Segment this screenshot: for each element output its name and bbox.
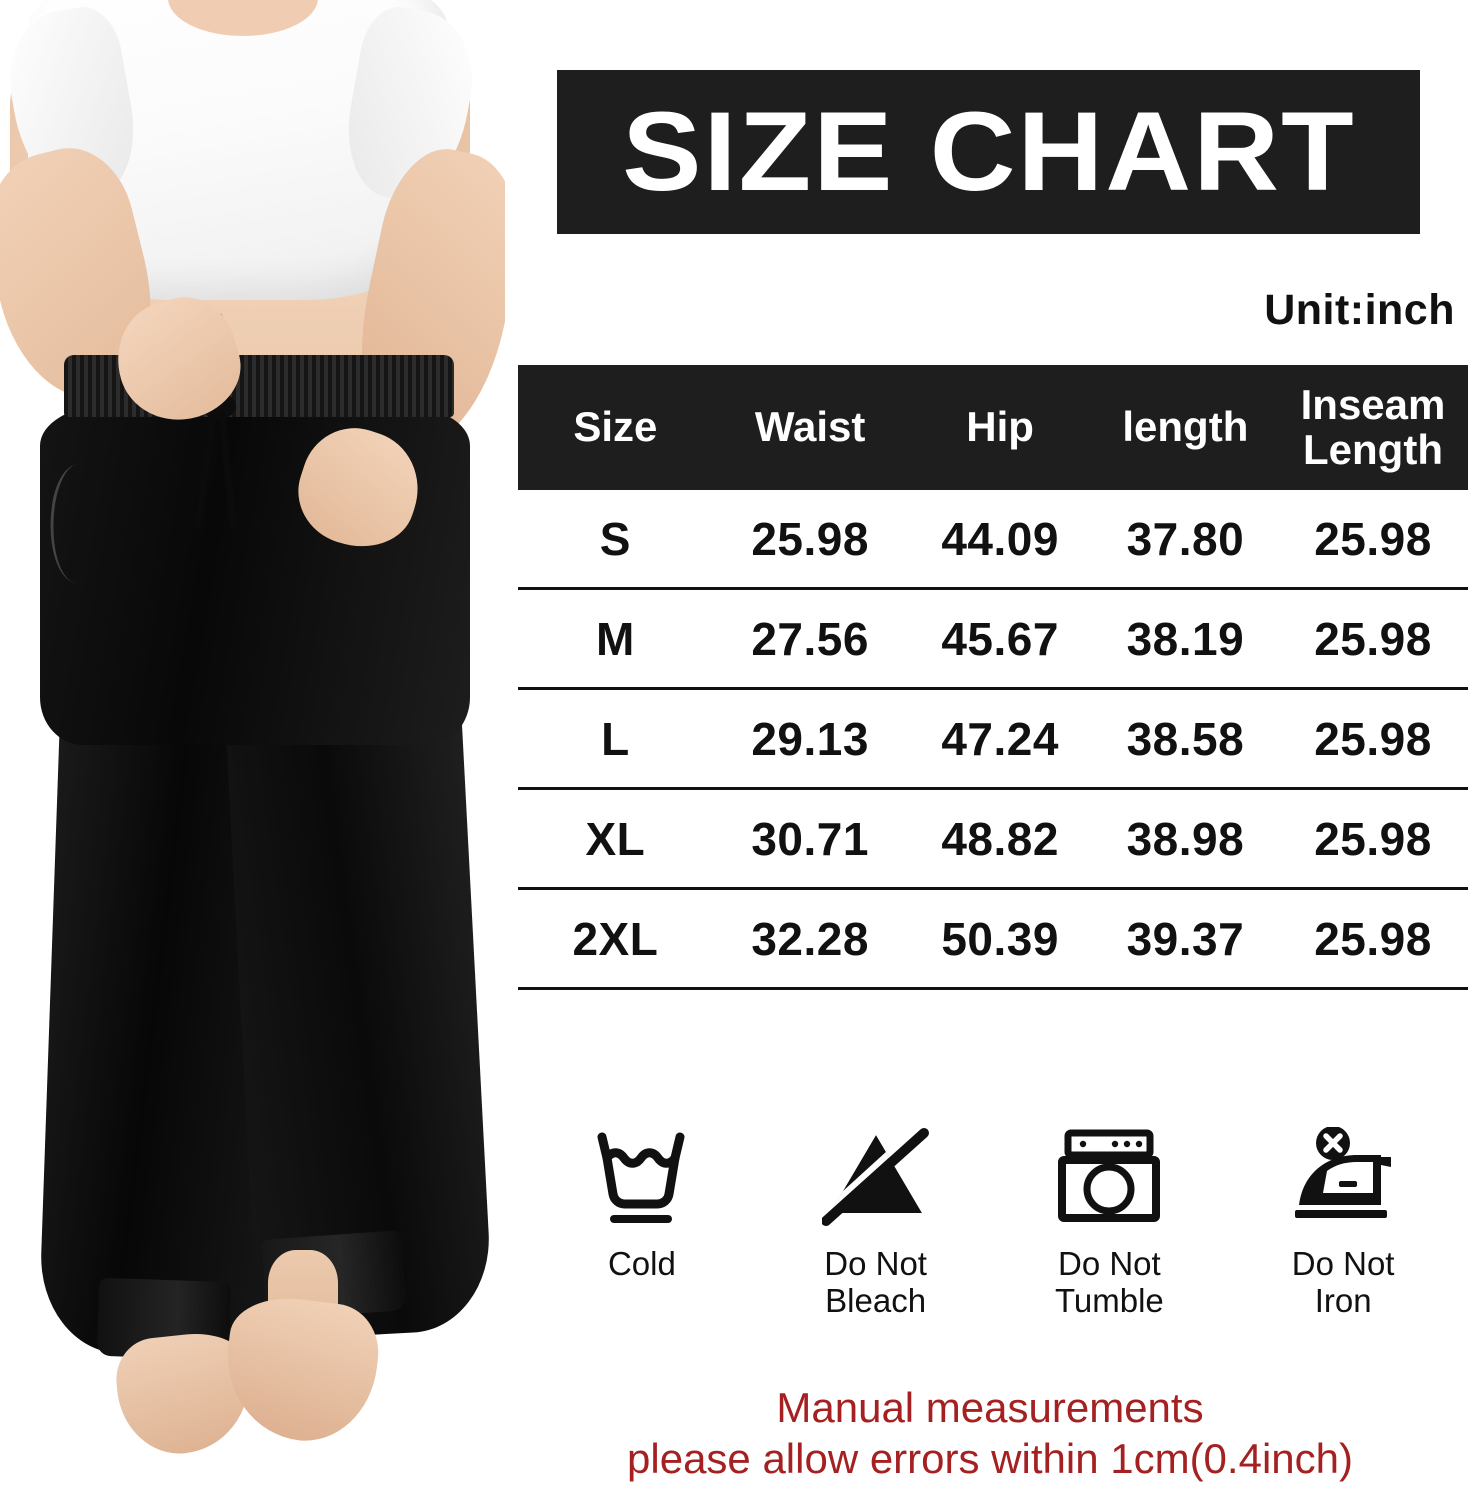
product-photo [0, 0, 505, 1500]
size-chart-panel: SIZE CHART Unit:inch Size Waist Hip leng… [505, 0, 1470, 1500]
table-row: L 29.13 47.24 38.58 25.98 [518, 688, 1468, 790]
do-not-iron-icon [1287, 1120, 1399, 1238]
table-body: S 25.98 44.09 37.80 25.98 M 27.56 45.67 … [518, 490, 1468, 990]
inseam-line1: Inseam [1300, 381, 1446, 429]
cell-length: 38.98 [1092, 788, 1278, 890]
care-label-do-not-tumble: Do Not Tumble [1054, 1245, 1164, 1319]
cell-waist: 30.71 [712, 788, 908, 890]
title-banner: SIZE CHART [557, 70, 1420, 234]
wash-cold-icon [588, 1120, 696, 1238]
column-header-inseam: Inseam Length [1278, 365, 1468, 490]
care-label-do-not-iron: Do Not Iron [1291, 1245, 1395, 1319]
black-joggers [2, 312, 502, 1415]
cell-hip: 50.39 [907, 888, 1093, 990]
disclaimer-line-2: please allow errors within 1cm(0.4inch) [627, 1435, 1353, 1483]
column-header-size: Size [518, 365, 713, 490]
cell-size: S [518, 490, 713, 590]
foot-right [218, 1291, 384, 1449]
care-instructions: Cold Do Not Bleach [525, 1120, 1460, 1320]
care-item-cold: Cold [534, 1120, 749, 1283]
cell-size: M [518, 588, 713, 690]
care-item-do-not-iron: Do Not Iron [1236, 1120, 1451, 1320]
cell-hip: 45.67 [907, 588, 1093, 690]
table-row: M 27.56 45.67 38.19 25.98 [518, 588, 1468, 690]
table-row: 2XL 32.28 50.39 39.37 25.98 [518, 888, 1468, 990]
cell-inseam: 25.98 [1278, 588, 1468, 690]
cell-hip: 47.24 [907, 688, 1093, 790]
drawstring-tail-left [193, 409, 218, 529]
care-label-cold: Cold [607, 1245, 676, 1282]
cell-inseam: 25.98 [1278, 490, 1468, 590]
page-title: SIZE CHART [621, 89, 1356, 214]
column-header-waist: Waist [712, 365, 908, 490]
cell-inseam: 25.98 [1278, 788, 1468, 890]
cell-size: XL [518, 788, 713, 890]
disclaimer-line-1: Manual measurements [776, 1384, 1204, 1431]
cell-waist: 25.98 [712, 490, 908, 590]
cell-size: 2XL [518, 888, 713, 990]
do-not-bleach-icon [821, 1120, 930, 1238]
care-item-do-not-tumble: Do Not Tumble [1002, 1120, 1217, 1320]
column-header-length: length [1092, 365, 1278, 490]
cell-waist: 32.28 [712, 888, 908, 990]
size-table: Size Waist Hip length Inseam Length S 25.… [518, 365, 1468, 990]
care-label-do-not-bleach: Do Not Bleach [824, 1245, 927, 1319]
cell-length: 38.58 [1092, 688, 1278, 790]
size-table-wrapper: Size Waist Hip length Inseam Length S 25.… [518, 365, 1468, 990]
unit-label: Unit:inch [1264, 286, 1455, 334]
inseam-line2: Length [1303, 425, 1443, 473]
do-not-tumble-icon [1054, 1120, 1164, 1238]
table-row: S 25.98 44.09 37.80 25.98 [518, 490, 1468, 590]
cell-waist: 29.13 [712, 688, 908, 790]
table-header-row: Size Waist Hip length Inseam Length [518, 365, 1468, 490]
drawstring-tail-right [217, 408, 238, 530]
column-header-hip: Hip [907, 365, 1093, 490]
cell-inseam: 25.98 [1278, 888, 1468, 990]
cell-inseam: 25.98 [1278, 688, 1468, 790]
cell-hip: 48.82 [907, 788, 1093, 890]
measurement-disclaimer: Manual measurements please allow errors … [515, 1382, 1465, 1484]
cell-size: L [518, 688, 713, 790]
cell-waist: 27.56 [712, 588, 908, 690]
cell-length: 38.19 [1092, 588, 1278, 690]
table-row: XL 30.71 48.82 38.98 25.98 [518, 788, 1468, 890]
cell-hip: 44.09 [907, 490, 1093, 590]
cell-length: 37.80 [1092, 490, 1278, 590]
care-item-do-not-bleach: Do Not Bleach [768, 1120, 983, 1320]
cell-length: 39.37 [1092, 888, 1278, 990]
